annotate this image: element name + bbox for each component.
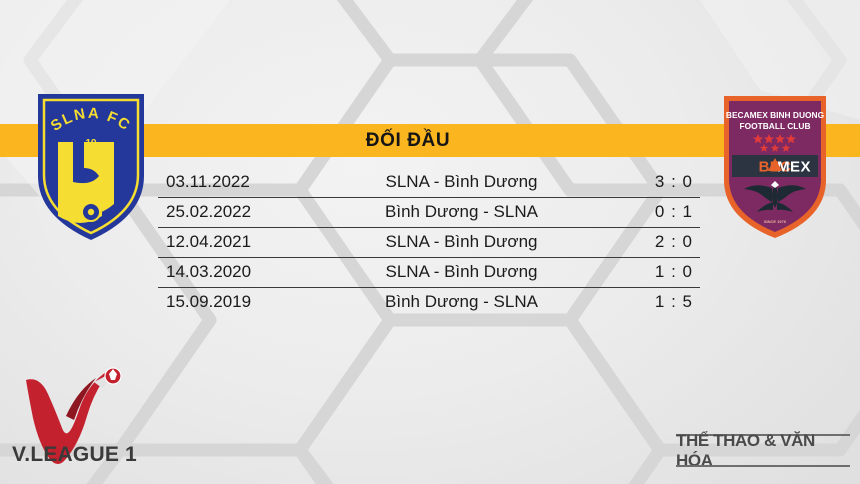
table-row: 03.11.2022 SLNA - Bình Dương 3 : 0 — [158, 167, 700, 197]
match-score: 3 : 0 — [654, 172, 693, 191]
match-teams: Bình Dương - SLNA — [385, 202, 538, 221]
match-teams: SLNA - Bình Dương — [385, 262, 538, 281]
match-score: 1 : 5 — [654, 292, 693, 311]
crest-footer-text: SINCE 1976 — [764, 219, 787, 224]
match-date: 15.09.2019 — [166, 292, 252, 311]
table-row: 25.02.2022 Bình Dương - SLNA 0 : 1 — [158, 197, 700, 227]
match-score: 1 : 0 — [654, 262, 693, 281]
head-to-head-table: 03.11.2022 SLNA - Bình Dương 3 : 0 25.02… — [158, 167, 700, 317]
page-title: ĐỐI ĐẦU — [365, 129, 451, 151]
table-row: 12.04.2021 SLNA - Bình Dương 2 : 0 — [158, 227, 700, 257]
match-teams: SLNA - Bình Dương — [385, 172, 538, 191]
match-score: 2 : 0 — [654, 232, 693, 251]
table-row: 15.09.2019 Bình Dương - SLNA 1 : 5 — [158, 287, 700, 317]
match-score: 0 : 1 — [654, 202, 693, 221]
table-row: 14.03.2020 SLNA - Bình Dương 1 : 0 — [158, 257, 700, 287]
publisher-logo-text: THỂ THAO & VĂN HÓA — [676, 431, 815, 470]
match-date: 03.11.2022 — [166, 172, 250, 191]
vleague-logo-text: V.LEAGUE 1 — [12, 443, 137, 466]
svg-text:BECAMEX BINH DUONG: BECAMEX BINH DUONG — [726, 110, 824, 120]
match-date: 12.04.2021 — [166, 232, 252, 251]
match-date: 25.02.2022 — [166, 202, 252, 221]
away-team-crest: BECAMEX BINH DUONG FOOTBALL CLUB BEC BEC… — [724, 96, 826, 238]
divider-line — [676, 465, 850, 467]
publisher-logo: THỂ THAO & VĂN HÓA — [676, 431, 850, 470]
home-team-crest: SLNA FC 19 79 — [38, 94, 144, 240]
match-date: 14.03.2020 — [166, 262, 252, 281]
match-teams: SLNA - Bình Dương — [385, 232, 538, 251]
vleague-logo-mark — [26, 366, 122, 465]
match-teams: Bình Dương - SLNA — [385, 292, 538, 311]
svg-text:MEX: MEX — [777, 159, 811, 176]
divider-line — [676, 434, 850, 436]
svg-text:FOOTBALL CLUB: FOOTBALL CLUB — [739, 121, 810, 131]
